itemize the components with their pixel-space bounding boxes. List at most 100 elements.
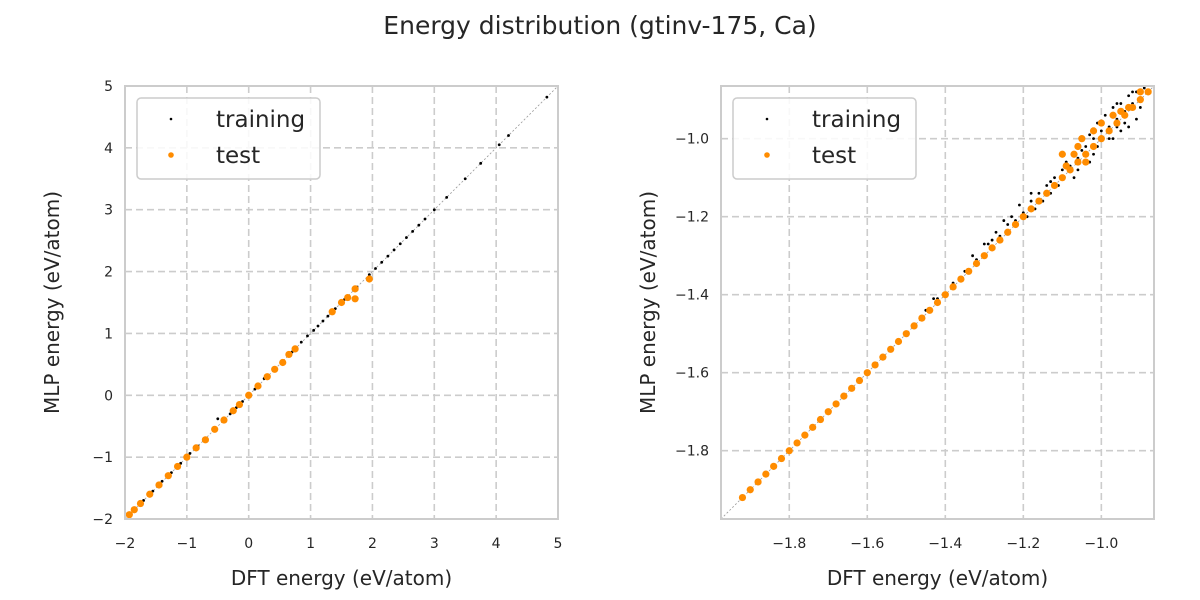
training-point	[374, 267, 377, 270]
test-point	[1058, 150, 1066, 158]
test-point	[351, 295, 359, 303]
test-point	[1136, 96, 1144, 104]
training-point	[432, 208, 436, 212]
training-point	[507, 134, 510, 137]
test-point	[785, 447, 793, 455]
test-point	[863, 369, 871, 377]
x-tick-label: 1	[306, 536, 315, 552]
test-point	[918, 314, 926, 322]
training-point	[306, 334, 309, 338]
training-point	[312, 328, 316, 332]
test-point	[130, 506, 138, 514]
legend: training test	[136, 97, 321, 180]
training-point	[1029, 191, 1033, 195]
test-point	[879, 353, 887, 361]
training-point	[1092, 152, 1095, 156]
test-point	[1050, 181, 1059, 190]
test-point	[871, 361, 879, 369]
training-point	[1006, 223, 1010, 226]
legend-box	[136, 97, 321, 180]
training-point	[1115, 102, 1119, 105]
test-point	[949, 283, 957, 291]
test-point	[211, 425, 219, 433]
x-tick-label: 3	[430, 536, 439, 552]
test-point	[1105, 127, 1113, 135]
y-tick-label: −1.6	[675, 366, 709, 382]
test-point	[832, 400, 840, 408]
test-point	[1074, 158, 1082, 166]
x-tick-label: 5	[554, 536, 563, 552]
training-point	[1049, 180, 1053, 183]
plot-frame	[720, 85, 1155, 520]
test-point	[192, 444, 200, 452]
test-point	[1109, 111, 1117, 119]
x-tick-label: −1.8	[772, 536, 806, 552]
test-point	[1136, 88, 1144, 96]
legend-label-test: test	[216, 143, 260, 169]
test-point	[777, 454, 786, 463]
training-point	[479, 161, 483, 165]
training-point	[1080, 148, 1084, 152]
training-point	[1131, 90, 1134, 94]
training-point	[445, 195, 449, 199]
training-point	[316, 324, 320, 328]
y-tick-label: 3	[104, 203, 113, 219]
x-tick-label: −1	[177, 536, 198, 552]
test-point	[1027, 205, 1035, 213]
test-point	[1019, 213, 1027, 221]
training-point	[545, 95, 549, 99]
test-point	[770, 462, 778, 470]
training-point	[1037, 191, 1041, 195]
test-point	[902, 330, 910, 338]
training-point	[986, 242, 990, 246]
training-point	[1103, 113, 1107, 117]
plot-frame	[124, 85, 559, 520]
test-point	[941, 291, 949, 299]
charts-container: −2 −1 0 1 2 3 4 5 −2 −1 0 1 2 3 4 5 DFT energy (eV/atom)…	[40, 79, 1155, 590]
y-tick-label: 1	[104, 326, 113, 342]
test-point	[254, 382, 262, 390]
legend-box	[732, 97, 917, 180]
chart-panel-1: −2 −1 0 1 2 3 4 5 −2 −1 0 1 2 3 4 5 DFT energy (eV/atom)…	[40, 79, 562, 590]
x-axis-label: DFT energy (eV/atom)	[827, 566, 1048, 590]
test-point	[271, 365, 279, 373]
training-point	[398, 242, 402, 246]
test-point	[365, 275, 373, 283]
training-point	[1111, 137, 1115, 141]
training-point	[1119, 129, 1123, 133]
x-tick-label: −1.6	[850, 536, 884, 552]
test-point	[279, 358, 287, 367]
training-point	[1142, 86, 1146, 90]
training-point	[1107, 137, 1111, 141]
test-point	[1078, 135, 1086, 143]
y-tick-label: −1.2	[675, 210, 709, 226]
training-point	[1092, 137, 1095, 141]
x-tick-label: −2	[115, 536, 136, 552]
y-tick-label: −1.8	[675, 444, 709, 460]
test-point	[1004, 228, 1012, 236]
training-point	[405, 236, 408, 239]
test-point	[1089, 142, 1098, 151]
training-point	[216, 417, 220, 421]
test-point	[1011, 220, 1020, 229]
test-point	[754, 478, 762, 486]
training-point	[392, 248, 396, 252]
training-point	[1088, 133, 1092, 137]
test-point	[988, 244, 996, 252]
training-point	[1060, 168, 1064, 172]
training-point	[423, 217, 427, 221]
training-point	[1127, 125, 1131, 129]
training-point	[1053, 176, 1056, 180]
training-point	[188, 452, 192, 455]
test-point	[1113, 119, 1121, 127]
x-tick-label: 4	[492, 536, 501, 552]
test-point	[173, 462, 182, 471]
test-point	[291, 345, 299, 353]
test-point	[1082, 150, 1090, 158]
x-tick-label: −1.4	[928, 536, 962, 552]
legend-marker-training	[765, 117, 769, 121]
training-point	[982, 242, 986, 246]
test-point	[996, 236, 1004, 244]
training-point	[411, 229, 415, 233]
